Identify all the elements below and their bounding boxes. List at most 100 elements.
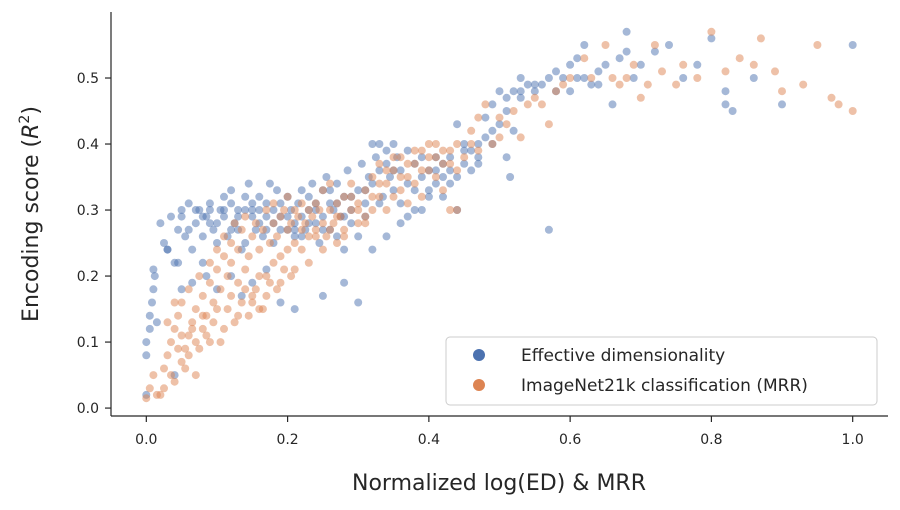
data-point	[326, 186, 334, 195]
data-point	[216, 338, 225, 347]
data-point	[273, 285, 281, 294]
data-point	[495, 120, 504, 129]
data-point	[287, 272, 296, 281]
data-point	[453, 120, 462, 129]
data-point	[160, 364, 168, 373]
data-point	[403, 146, 412, 155]
data-point	[410, 186, 419, 195]
data-point	[220, 232, 228, 241]
data-point	[615, 80, 624, 89]
data-point	[460, 146, 469, 155]
data-point	[735, 54, 744, 63]
data-point	[301, 219, 310, 228]
data-point	[403, 212, 412, 221]
data-point	[333, 232, 341, 241]
data-point	[417, 173, 426, 181]
data-point	[205, 258, 214, 267]
data-point	[265, 278, 274, 287]
data-point	[410, 159, 419, 168]
data-point	[566, 87, 575, 96]
data-point	[354, 186, 363, 195]
data-point	[537, 80, 546, 89]
data-point	[248, 212, 257, 221]
data-point	[262, 206, 271, 214]
data-point	[315, 206, 324, 214]
data-point	[209, 318, 218, 327]
data-point	[679, 74, 688, 82]
data-point	[326, 206, 334, 214]
data-point	[149, 371, 158, 380]
y-axis-title-variable: R	[19, 124, 44, 139]
data-point	[707, 27, 716, 36]
data-point	[220, 192, 228, 201]
data-point	[343, 166, 352, 175]
legend-marker-imagenet21k	[473, 379, 485, 391]
data-point	[502, 107, 511, 115]
data-point	[368, 192, 377, 201]
data-point	[283, 192, 292, 201]
data-point	[396, 153, 405, 162]
data-point	[297, 225, 306, 234]
data-point	[403, 159, 412, 168]
data-point	[368, 179, 377, 188]
data-point	[191, 305, 200, 314]
data-point	[396, 173, 405, 181]
data-point	[848, 41, 857, 49]
data-point	[389, 192, 398, 201]
data-point	[290, 265, 299, 274]
data-point	[566, 74, 575, 82]
data-point	[347, 192, 356, 201]
data-point	[237, 298, 246, 307]
data-point	[152, 390, 161, 399]
data-point	[142, 394, 151, 403]
data-point	[382, 166, 391, 175]
data-point	[488, 100, 497, 109]
data-point	[248, 199, 257, 208]
data-point	[439, 186, 447, 195]
data-point	[322, 173, 331, 181]
data-point	[382, 146, 391, 155]
data-point	[601, 60, 610, 69]
data-point	[213, 245, 221, 254]
data-point	[248, 298, 257, 307]
data-point	[446, 166, 455, 175]
data-point	[329, 219, 338, 228]
axes	[110, 12, 888, 417]
data-point	[361, 186, 370, 195]
data-point	[446, 179, 455, 188]
data-point	[622, 74, 631, 82]
y-tick-label: 0.3	[77, 203, 99, 219]
y-tick-label: 0.1	[77, 335, 99, 351]
data-point	[707, 34, 716, 43]
data-point	[273, 186, 281, 195]
data-point	[230, 219, 239, 228]
data-point	[241, 265, 250, 274]
data-point	[424, 153, 433, 162]
data-point	[326, 179, 334, 188]
data-point	[223, 272, 232, 281]
data-point	[184, 199, 193, 208]
series-1	[142, 27, 857, 403]
data-point	[424, 140, 433, 148]
data-point	[403, 199, 412, 208]
data-point	[481, 100, 490, 109]
data-point	[251, 219, 260, 228]
data-point	[474, 113, 483, 122]
data-point	[467, 146, 476, 155]
data-point	[530, 87, 539, 96]
data-point	[368, 245, 377, 254]
data-point	[749, 60, 758, 69]
data-point	[389, 186, 398, 195]
data-point	[227, 199, 236, 208]
x-tick-label: 0.2	[276, 432, 298, 448]
data-point	[495, 87, 504, 96]
data-point	[636, 93, 645, 102]
data-point	[488, 126, 497, 135]
data-point	[167, 338, 175, 347]
data-point	[629, 60, 638, 69]
data-point	[181, 232, 190, 241]
data-point	[273, 232, 281, 241]
data-point	[396, 219, 405, 228]
data-point	[446, 146, 455, 155]
data-point	[573, 54, 582, 63]
